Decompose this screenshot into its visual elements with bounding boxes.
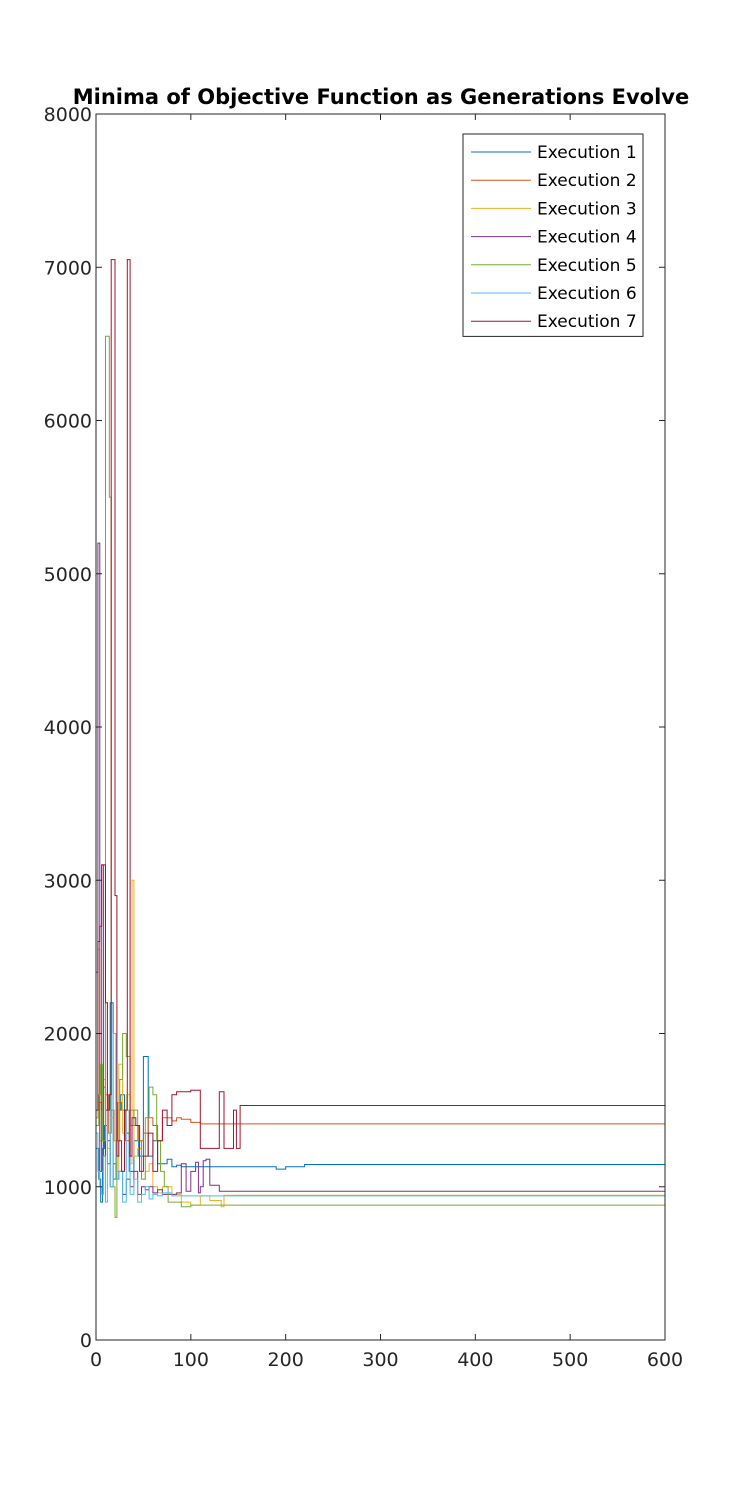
y-tick-label-2000: 2000 bbox=[44, 1024, 92, 1046]
y-tick-label-1000: 1000 bbox=[44, 1177, 92, 1199]
legend-label-7: Execution 7 bbox=[537, 312, 637, 332]
legend-label-5: Execution 5 bbox=[537, 256, 637, 276]
x-tick-label-500: 500 bbox=[552, 1349, 588, 1371]
legend-label-4: Execution 4 bbox=[537, 228, 637, 248]
axes: 0 100 200 300 400 500 600010002000300040005000… bbox=[44, 104, 683, 1371]
x-tick-label-600: 600 bbox=[647, 1349, 683, 1371]
x-tick-label-200: 200 bbox=[268, 1349, 304, 1371]
y-tick-label-4000: 4000 bbox=[44, 717, 92, 739]
series-line-1 bbox=[96, 1002, 665, 1203]
chart-title: Minima of Objective Function as Generati… bbox=[73, 85, 690, 109]
x-tick-label-0: 0 bbox=[90, 1349, 102, 1371]
series-group bbox=[96, 259, 665, 1218]
x-tick-label-300: 300 bbox=[362, 1349, 398, 1371]
y-tick-label-7000: 7000 bbox=[44, 257, 92, 279]
legend-label-6: Execution 6 bbox=[537, 284, 637, 304]
series-line-7 bbox=[96, 259, 665, 1172]
x-tick-label-100: 100 bbox=[173, 1349, 209, 1371]
legend-label-2: Execution 2 bbox=[537, 171, 637, 191]
plot-area bbox=[96, 259, 665, 1218]
y-tick-label-3000: 3000 bbox=[44, 870, 92, 892]
legend-label-3: Execution 3 bbox=[537, 199, 637, 219]
y-tick-label-8000: 8000 bbox=[44, 104, 92, 126]
y-tick-label-0: 0 bbox=[80, 1330, 92, 1352]
legend-label-1: Execution 1 bbox=[537, 143, 637, 163]
legend-box bbox=[462, 133, 644, 337]
x-tick-label-400: 400 bbox=[457, 1349, 493, 1371]
y-tick-label-5000: 5000 bbox=[44, 564, 92, 586]
legend: Execution 1 Execution 2 Execution 3 Executi… bbox=[462, 133, 644, 337]
series-line-6 bbox=[96, 1033, 665, 1203]
y-tick-label-6000: 6000 bbox=[44, 411, 92, 433]
